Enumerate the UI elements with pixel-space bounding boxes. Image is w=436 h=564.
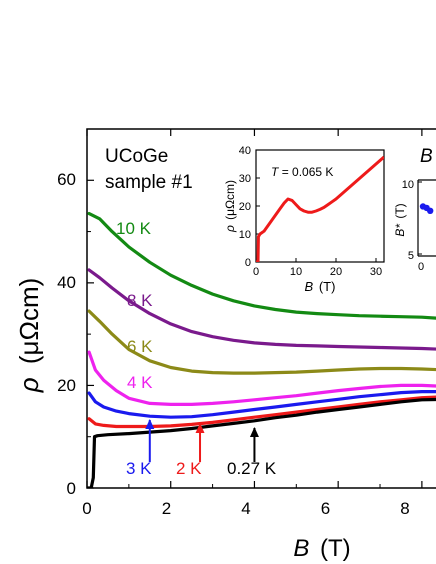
inset-temperature-var: T bbox=[271, 165, 280, 179]
xtick-label: 6 bbox=[321, 499, 330, 518]
series-label-4k: 4 K bbox=[127, 373, 153, 392]
right-inset-ylabel-var: B* bbox=[393, 224, 407, 237]
main-xlabel-var: B bbox=[293, 535, 309, 562]
right-inset-ylabel-unit: (T) bbox=[393, 203, 407, 218]
xtick-label: 2 bbox=[162, 499, 171, 518]
inset-xtick-label: 10 bbox=[290, 266, 302, 278]
series-line-3 bbox=[87, 350, 436, 406]
series-label-8k: 8 K bbox=[127, 291, 153, 310]
series-label-027k: 0.27 K bbox=[227, 459, 277, 478]
inset-xlabel: B (T) bbox=[305, 279, 336, 294]
main-series-group bbox=[87, 212, 436, 488]
sample-name: UCoGe bbox=[105, 146, 168, 167]
inset-xlabel-unit: (T) bbox=[319, 279, 336, 294]
inset-ylabel-var: ρ bbox=[223, 225, 237, 233]
inset-series-group bbox=[256, 155, 384, 262]
ytick-label: 0 bbox=[67, 479, 76, 498]
right-xtick-label: 0 bbox=[418, 261, 424, 273]
inset-series-line bbox=[256, 155, 384, 262]
main-ylabel-unit: (μΩcm) bbox=[14, 278, 44, 364]
series-line-4 bbox=[87, 390, 436, 419]
right-ytick-label: 5 bbox=[408, 250, 414, 262]
series-line-5 bbox=[87, 395, 436, 429]
main-xlabel: B (T) bbox=[293, 535, 350, 562]
right-inset-background bbox=[418, 180, 436, 256]
inset-ytick-label: 20 bbox=[239, 201, 251, 213]
ytick-label: 40 bbox=[57, 273, 76, 292]
series-line-0 bbox=[87, 212, 436, 320]
main-arrows bbox=[145, 419, 259, 462]
main-ylabel-var: ρ bbox=[14, 377, 44, 393]
ytick-label: 20 bbox=[57, 376, 76, 395]
inset-ytick-label: 30 bbox=[239, 173, 251, 185]
inset-xtick-label: 20 bbox=[330, 266, 342, 278]
xtick-label: 0 bbox=[82, 499, 91, 518]
main-ylabel: ρ (μΩcm) bbox=[14, 278, 44, 394]
main-ticks bbox=[86, 129, 423, 489]
series-line-6 bbox=[87, 397, 436, 488]
arrow-head bbox=[249, 427, 259, 437]
inset-ytick-label: 0 bbox=[245, 257, 251, 269]
right-inset-point bbox=[427, 207, 434, 214]
inset-ylabel: ρ (μΩcm) bbox=[223, 180, 237, 233]
xtick-label: 8 bbox=[400, 499, 409, 518]
series-label-10k: 10 K bbox=[116, 219, 152, 238]
right-inset-series bbox=[419, 203, 434, 214]
right-inset-ylabel: B* (T) bbox=[393, 203, 407, 236]
main-plot-frame bbox=[86, 128, 436, 489]
inset-xlabel-var: B bbox=[305, 279, 314, 294]
sample-id: sample #1 bbox=[105, 172, 193, 193]
inset-xtick-label: 0 bbox=[253, 266, 259, 278]
arrow-head bbox=[145, 419, 155, 429]
ytick-label: 60 bbox=[57, 170, 76, 189]
series-line-2 bbox=[87, 309, 436, 375]
inset-ytick-label: 10 bbox=[239, 229, 251, 241]
arrow-head bbox=[195, 423, 205, 433]
inset-ytick-label: 40 bbox=[239, 145, 251, 157]
main-xlabel-unit: (T) bbox=[320, 535, 351, 562]
inset-temperature-annotation: T = 0.065 K bbox=[271, 165, 333, 179]
inset-xtick-label: 30 bbox=[370, 266, 382, 278]
series-label-6k: 6 K bbox=[127, 337, 153, 356]
series-label-2k: 2 K bbox=[176, 459, 202, 478]
xtick-label: 4 bbox=[241, 499, 250, 518]
series-line-1 bbox=[87, 268, 436, 351]
series-label-3k: 3 K bbox=[126, 459, 152, 478]
right-panel-title: B bbox=[420, 146, 433, 167]
inset-temperature-value: = 0.065 K bbox=[282, 165, 334, 179]
inset-background bbox=[256, 150, 384, 262]
inset-ylabel-unit: (μΩcm) bbox=[223, 180, 237, 220]
right-ytick-label: 10 bbox=[402, 179, 414, 191]
